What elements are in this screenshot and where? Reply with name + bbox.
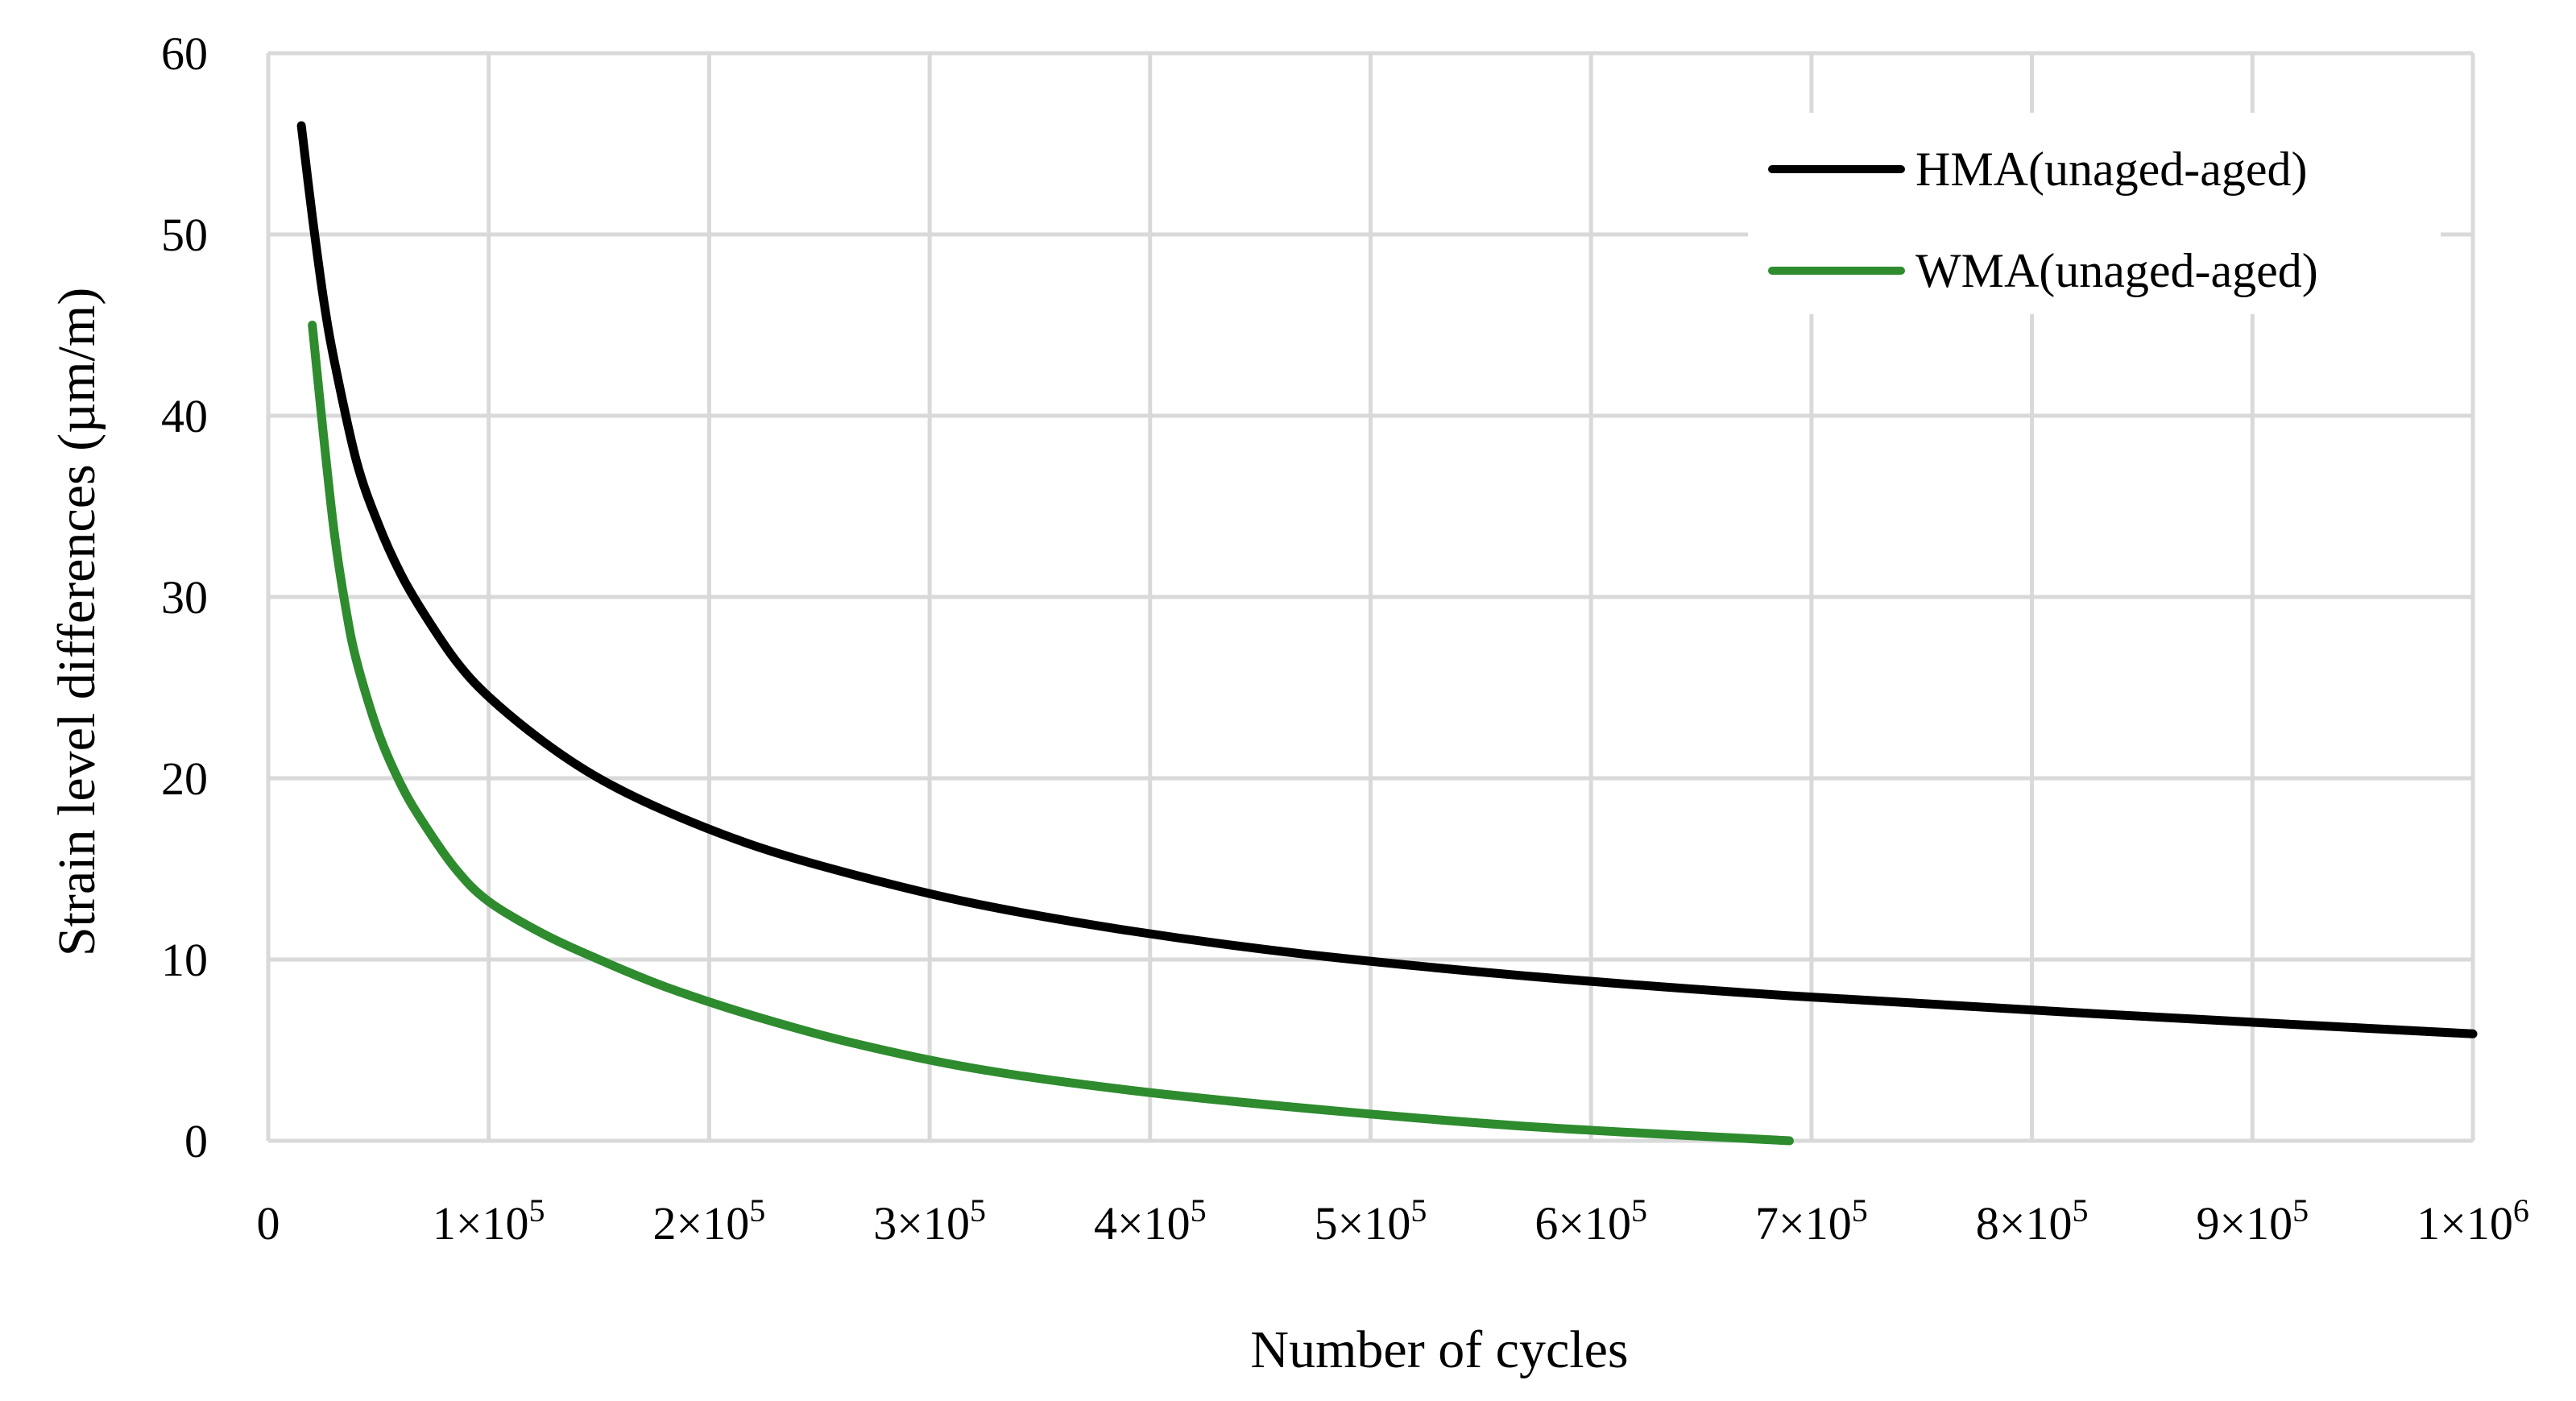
legend-background xyxy=(1748,113,2441,314)
y-axis-title: Strain level differences (µm/m) xyxy=(48,288,106,956)
x-tick-label: 9×105 xyxy=(2196,1192,2309,1250)
legend: HMA(unaged-aged) WMA(unaged-aged) xyxy=(1748,113,2441,314)
x-tick-label: 0 xyxy=(257,1197,280,1250)
x-tick-label: 8×105 xyxy=(1976,1192,2089,1250)
x-tick-label: 1×106 xyxy=(2417,1192,2529,1250)
legend-label-wma: WMA(unaged-aged) xyxy=(1915,244,2318,297)
y-tick-label: 0 xyxy=(184,1115,208,1167)
tick-labels: 0 10 20 30 40 50 60 0 1×105 2×105 3×105 4×105 5×105 6… xyxy=(161,27,2529,1250)
y-tick-label: 10 xyxy=(161,934,208,986)
gridlines xyxy=(268,51,2475,1141)
x-tick-label: 5×105 xyxy=(1315,1192,1427,1250)
series-line-hma xyxy=(296,121,2478,1038)
y-tick-label: 30 xyxy=(161,571,208,624)
data-series xyxy=(296,121,2478,1146)
series-line-wma xyxy=(308,321,1794,1146)
y-tick-label: 60 xyxy=(161,27,208,80)
x-axis-title: Number of cycles xyxy=(1250,1320,1628,1379)
x-tick-label: 6×105 xyxy=(1534,1192,1647,1250)
x-tick-label: 3×105 xyxy=(873,1192,986,1250)
legend-label-hma: HMA(unaged-aged) xyxy=(1915,143,2307,196)
y-tick-label: 40 xyxy=(161,390,208,442)
x-tick-label: 1×105 xyxy=(433,1192,545,1250)
axes xyxy=(266,53,2473,1143)
x-tick-label: 7×105 xyxy=(1755,1192,1868,1250)
x-tick-label: 2×105 xyxy=(653,1192,766,1250)
y-tick-label: 50 xyxy=(161,209,208,261)
x-tick-label: 4×105 xyxy=(1094,1192,1207,1250)
y-tick-label: 20 xyxy=(161,752,208,805)
